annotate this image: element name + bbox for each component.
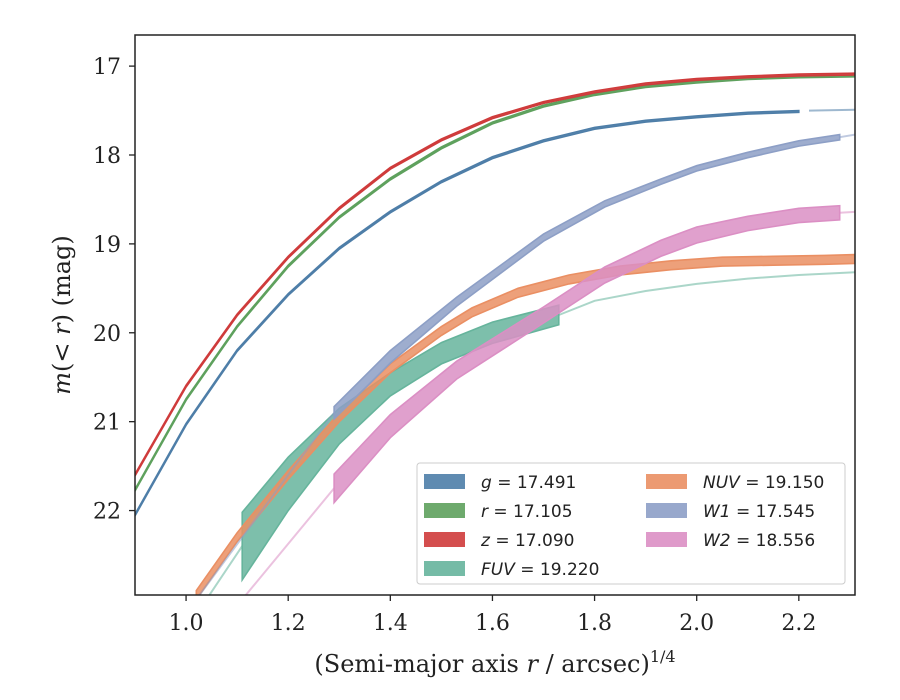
axis-ticks: 1.0 1.2 1.4 1.6 1.8 2.0 2.2 17 18 19 20 21 22 <box>93 55 816 636</box>
x-tick-label: 1.2 <box>271 611 306 636</box>
series-w1 <box>198 133 855 595</box>
x-tick-label: 1.8 <box>577 611 612 636</box>
series-w2 <box>244 204 855 595</box>
legend-label: z = 17.090 <box>480 531 574 551</box>
series-w2-band <box>333 204 841 505</box>
legend-swatch <box>424 561 465 576</box>
plot-frame <box>134 34 856 596</box>
series-w1-lead-line <box>198 412 335 595</box>
x-axis-title: (Semi-major axis r / arcsec)1/4 <box>314 647 675 678</box>
series-g-extension-line <box>808 108 855 112</box>
series-w2-extension-line <box>839 210 855 214</box>
legend-item-w1: W1 = 17.545 <box>646 502 815 522</box>
series-g <box>135 108 855 518</box>
series-fuv-lead-line <box>208 545 244 595</box>
legend: g = 17.491 r = 17.105 z = 17.090 FUV = 19.2… <box>416 462 846 585</box>
legend-item-r: r = 17.105 <box>424 502 573 522</box>
x-tick-label: 2.0 <box>679 611 714 636</box>
legend-swatch <box>424 503 465 518</box>
legend-item-z: z = 17.090 <box>424 531 574 551</box>
series-w2-lead-line <box>244 487 335 595</box>
legend-items: g = 17.491 r = 17.105 z = 17.090 FUV = 19.2… <box>424 473 824 580</box>
series-w1-extension-line <box>839 133 855 139</box>
legend-item-w2: W2 = 18.556 <box>646 531 815 551</box>
legend-swatch <box>646 503 687 518</box>
legend-swatch <box>424 474 465 489</box>
legend-label: NUV = 19.150 <box>703 473 824 493</box>
series-r <box>135 74 855 493</box>
svg-text:(Semi-major axis r / arcsec)1/: (Semi-major axis r / arcsec)1/4 <box>314 647 675 678</box>
y-tick-label: 22 <box>93 500 121 525</box>
legend-swatch <box>646 474 687 489</box>
series-z <box>135 72 855 478</box>
x-tick-label: 1.4 <box>373 611 408 636</box>
legend-label: W2 = 18.556 <box>703 531 815 551</box>
legend-item-fuv: FUV = 19.220 <box>424 560 599 580</box>
legend-label: g = 17.491 <box>481 473 576 493</box>
y-tick-label: 20 <box>93 322 121 347</box>
y-tick-label: 17 <box>93 55 121 80</box>
y-axis-title: m(< r) (mag) <box>48 235 76 395</box>
legend-swatch <box>424 532 465 547</box>
series-w1-band <box>333 133 841 421</box>
x-tick-label: 2.2 <box>781 611 816 636</box>
x-tick-label: 1.0 <box>169 611 204 636</box>
y-tick-label: 19 <box>93 233 121 258</box>
y-tick-label: 21 <box>93 411 121 436</box>
series-nuv-band <box>195 253 855 595</box>
series-r-band <box>135 74 855 493</box>
legend-item-nuv: NUV = 19.150 <box>646 473 824 493</box>
series-fuv-extension-line <box>558 271 855 316</box>
series-z-band <box>135 72 855 478</box>
legend-label: FUV = 19.220 <box>481 560 599 580</box>
legend-label: W1 = 17.545 <box>703 502 815 522</box>
svg-text:m(< r) (mag): m(< r) (mag) <box>48 235 76 395</box>
legend-box <box>416 462 846 585</box>
series-nuv <box>195 253 855 595</box>
series-g-band <box>135 109 800 518</box>
legend-label: r = 17.105 <box>481 502 573 522</box>
legend-swatch <box>646 532 687 547</box>
legend-item-g: g = 17.491 <box>424 473 576 493</box>
x-tick-label: 1.6 <box>475 611 510 636</box>
y-tick-label: 18 <box>93 144 121 169</box>
series-layer <box>135 72 855 595</box>
